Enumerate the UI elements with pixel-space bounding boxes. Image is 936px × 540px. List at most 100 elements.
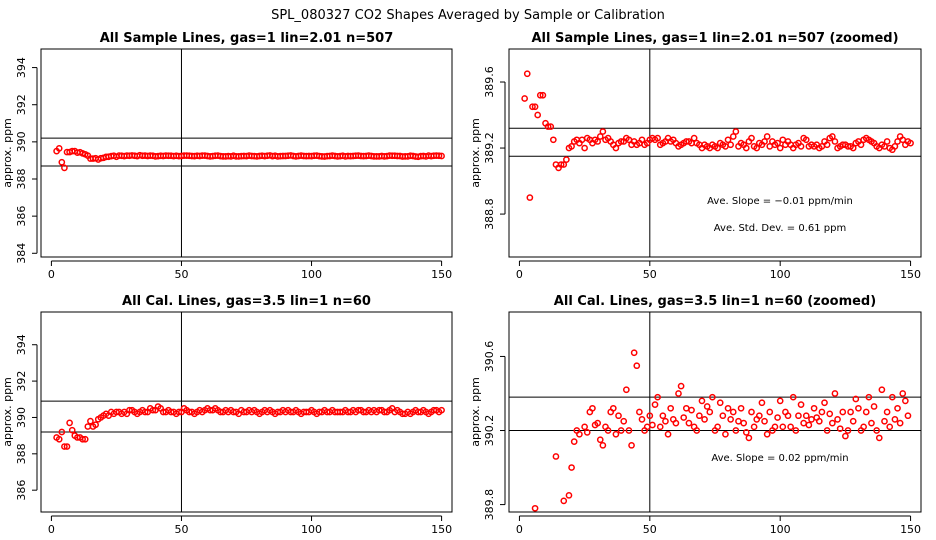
data-point — [727, 416, 734, 423]
data-point — [534, 111, 542, 119]
y-axis-label: approx. ppm — [1, 118, 14, 188]
data-point — [563, 156, 570, 163]
data-point — [667, 404, 675, 412]
data-point — [902, 397, 909, 405]
y-axis-label: approx. ppm — [1, 377, 14, 447]
main-title: SPL_080327 CO2 Shapes Averaged by Sample… — [271, 8, 665, 23]
data-point — [521, 95, 528, 102]
data-point — [776, 144, 784, 152]
data-point — [636, 408, 643, 416]
chart-annotation: Ave. Slope = 0.02 ppm/min — [711, 453, 848, 464]
y-tick-label: 390 — [15, 407, 28, 428]
chart-title: All Sample Lines, gas=1 lin=2.01 n=507 — [100, 31, 394, 46]
data-point — [714, 144, 721, 152]
x-tick-label: 150 — [431, 523, 452, 536]
data-point — [831, 138, 839, 145]
data-point — [58, 428, 66, 436]
data-point — [560, 497, 568, 505]
data-point — [649, 421, 656, 429]
data-point — [58, 158, 66, 166]
data-point — [526, 194, 534, 201]
data-point — [797, 401, 805, 408]
data-point — [625, 427, 633, 434]
data-point — [795, 412, 802, 420]
data-point — [68, 426, 76, 434]
data-point — [698, 397, 706, 405]
data-point — [761, 417, 768, 425]
x-tick-label: 0 — [48, 523, 55, 536]
data-point — [435, 152, 443, 160]
data-point — [852, 395, 860, 403]
data-point — [774, 139, 781, 147]
chart-annotation: Ave. Std. Dev. = 0.61 ppm — [714, 223, 846, 234]
y-tick-label: 389.8 — [483, 489, 496, 521]
data-point — [706, 408, 714, 416]
data-point — [568, 143, 575, 150]
data-point — [709, 393, 716, 401]
y-tick-label: 390.6 — [483, 341, 496, 373]
data-point — [755, 412, 763, 420]
data-point — [630, 349, 638, 357]
data-point — [617, 138, 625, 145]
data-point — [662, 417, 669, 425]
chart-panel-2: All Sample Lines, gas=1 lin=2.01 n=507 (… — [469, 31, 922, 281]
y-tick-label: 392 — [15, 371, 28, 392]
data-point — [651, 401, 659, 408]
y-tick-label: 386 — [15, 206, 28, 227]
data-point — [802, 412, 810, 420]
x-tick-label: 50 — [643, 268, 657, 281]
x-tick-label: 100 — [770, 268, 791, 281]
y-tick-label: 386 — [15, 480, 28, 501]
data-point — [547, 123, 555, 130]
data-point — [716, 399, 724, 407]
data-point — [732, 128, 740, 135]
data-point — [560, 161, 568, 168]
data-point — [609, 404, 617, 412]
data-point — [729, 408, 737, 416]
data-point — [888, 393, 896, 401]
data-point — [576, 430, 583, 438]
data-point — [907, 139, 914, 147]
data-point — [714, 423, 721, 431]
data-point — [896, 419, 904, 427]
data-point — [536, 91, 544, 99]
data-point — [805, 421, 813, 429]
data-point — [599, 128, 607, 135]
x-tick-label: 100 — [770, 523, 791, 536]
data-point — [615, 412, 622, 420]
data-point — [834, 416, 841, 423]
data-point — [802, 136, 810, 144]
x-tick-label: 50 — [174, 268, 188, 281]
data-point — [612, 430, 620, 438]
data-point — [638, 416, 646, 423]
data-point — [55, 435, 63, 443]
data-point — [175, 408, 183, 416]
data-point — [539, 91, 547, 99]
data-point — [677, 382, 685, 390]
data-point — [886, 423, 894, 431]
data-point — [766, 408, 774, 416]
data-point — [685, 419, 693, 427]
data-point — [828, 133, 836, 140]
x-tick-label: 50 — [174, 523, 188, 536]
data-point — [862, 408, 870, 416]
data-point — [763, 133, 771, 140]
data-point — [742, 144, 750, 152]
data-point — [753, 144, 761, 152]
data-point — [529, 103, 536, 111]
y-tick-label: 389.2 — [483, 132, 496, 164]
data-point — [638, 136, 646, 144]
data-point — [659, 412, 667, 420]
data-point — [646, 412, 654, 420]
data-point — [612, 144, 620, 152]
data-point — [750, 423, 758, 431]
data-point — [763, 430, 771, 438]
data-point — [622, 386, 630, 394]
data-point — [878, 386, 886, 394]
data-point — [818, 408, 826, 416]
data-point — [664, 430, 672, 438]
data-point — [552, 453, 560, 460]
x-tick-label: 100 — [301, 268, 322, 281]
y-tick-label: 390 — [15, 131, 28, 152]
data-point — [823, 141, 831, 149]
